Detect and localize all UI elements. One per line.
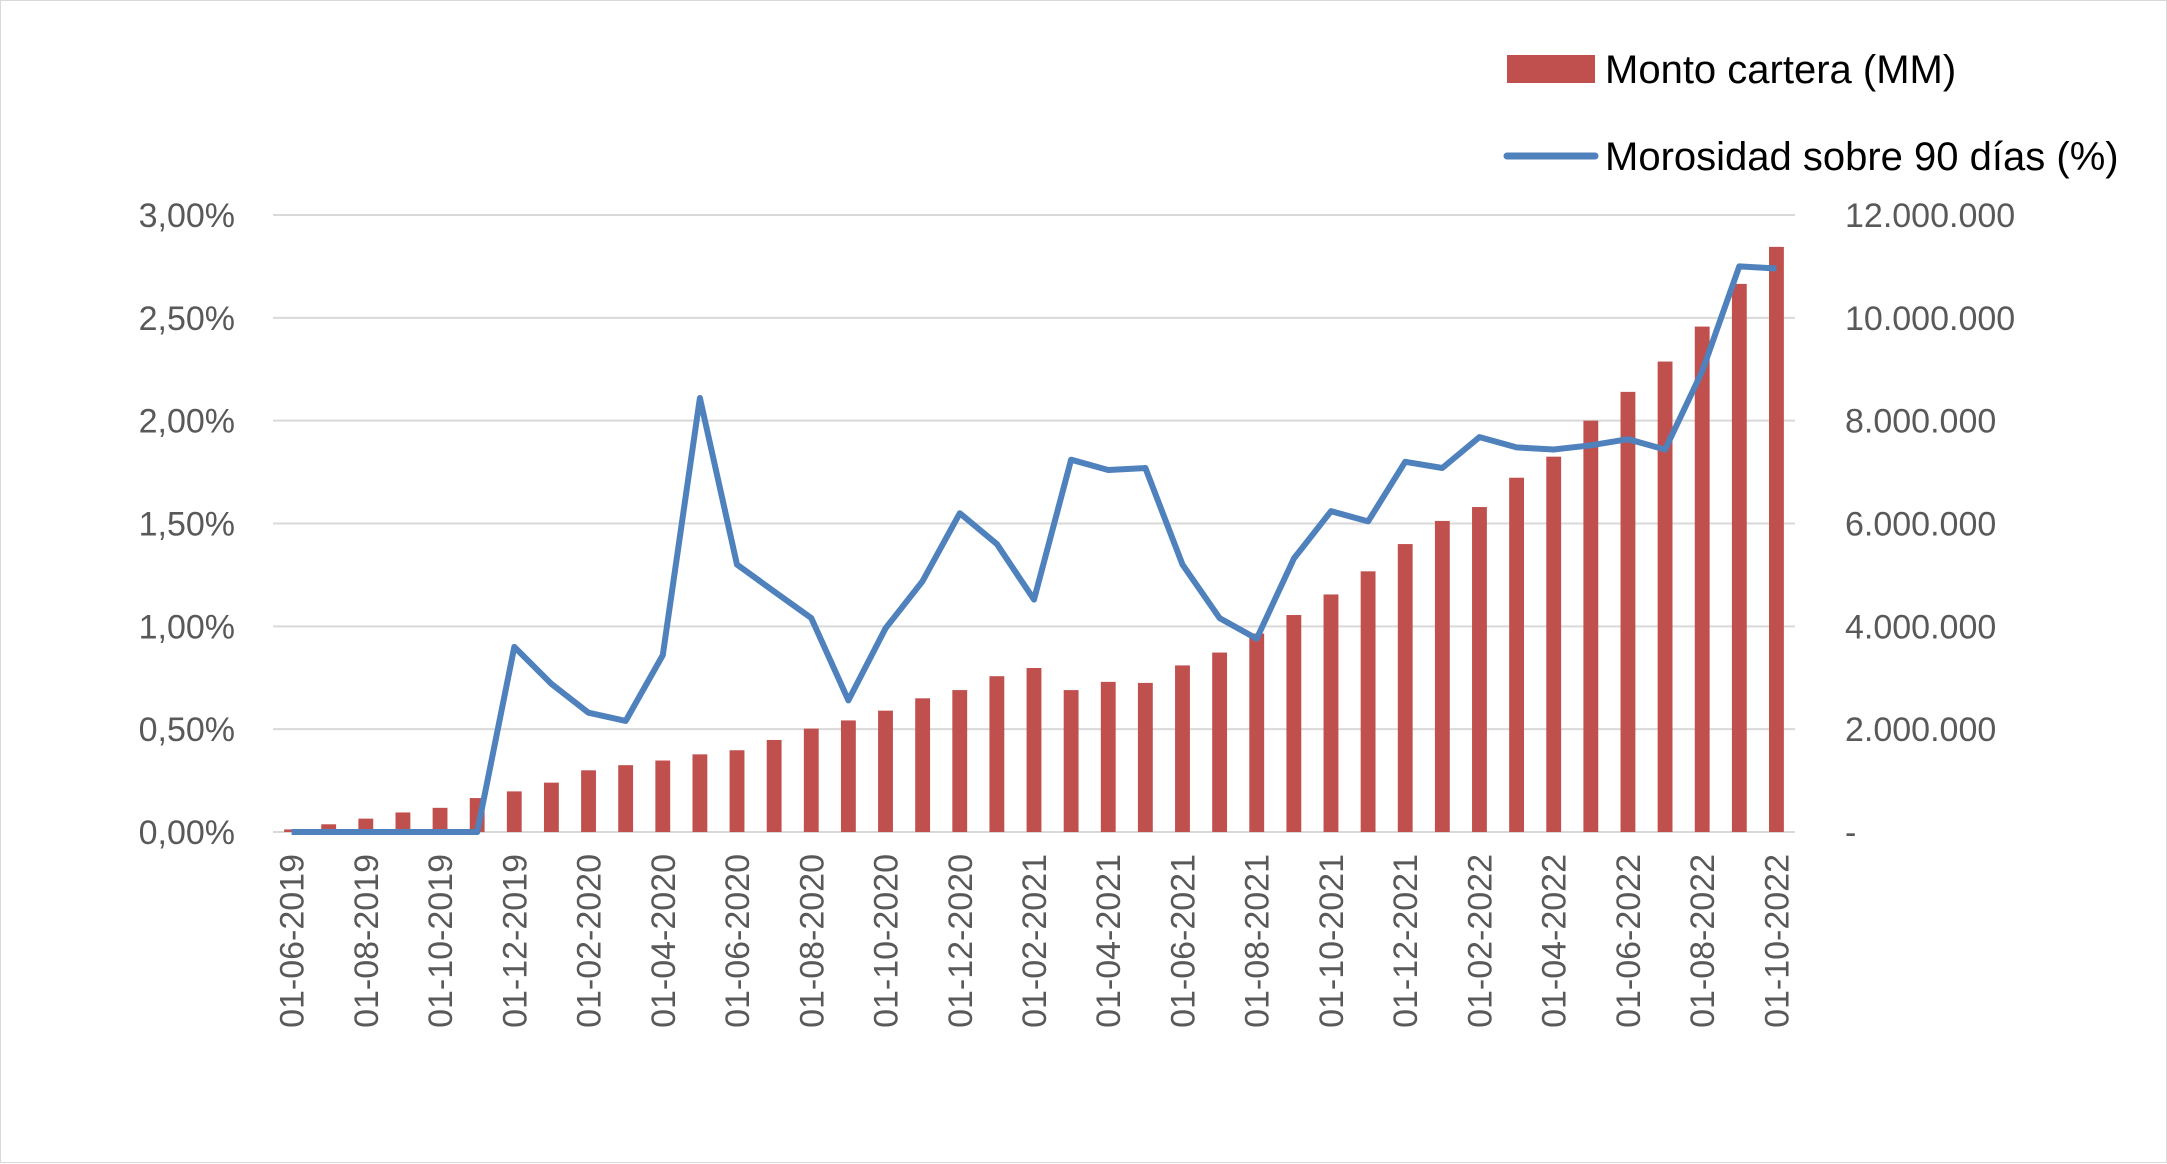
y-right-tick-label: 10.000.000 xyxy=(1845,300,2015,338)
legend-swatch-monto-cartera xyxy=(1507,55,1595,83)
bar xyxy=(1063,690,1079,832)
bar xyxy=(581,770,596,832)
bar xyxy=(1583,420,1599,832)
bar xyxy=(1323,594,1339,832)
bar xyxy=(395,812,411,832)
bar xyxy=(1509,477,1525,832)
bar xyxy=(1175,665,1190,832)
y-left-tick-label: 1,50% xyxy=(139,506,235,544)
bar xyxy=(1100,681,1116,832)
bar xyxy=(1546,456,1562,832)
bar xyxy=(1731,283,1747,833)
x-tick-label: 01-06-2021 xyxy=(1164,854,1202,1028)
x-tick-label: 01-10-2022 xyxy=(1758,854,1796,1028)
x-tick-label: 01-12-2019 xyxy=(496,854,534,1028)
bar xyxy=(284,829,299,832)
x-tick-label: 01-04-2022 xyxy=(1536,854,1574,1028)
x-tick-label: 01-02-2020 xyxy=(571,854,609,1028)
y-left-tick-label: 0,50% xyxy=(139,711,235,749)
bar xyxy=(618,765,634,832)
y-left-tick-label: 3,00% xyxy=(139,197,235,235)
y-left-tick-label: 0,00% xyxy=(139,814,235,852)
x-axis: 01-06-2019 01-08-2019 01-10-2019 01-12-2019… xyxy=(274,854,1797,1028)
x-tick-label: 01-04-2020 xyxy=(645,854,683,1028)
bar xyxy=(840,720,856,832)
bar xyxy=(878,710,893,832)
x-tick-label: 01-10-2021 xyxy=(1313,854,1351,1028)
y-left-tick-label: 2,50% xyxy=(139,300,235,338)
y-left-tick-label: 2,00% xyxy=(139,403,235,441)
bar xyxy=(989,676,1005,832)
gridlines xyxy=(273,214,1795,833)
bar xyxy=(1397,544,1413,832)
x-tick-label: 01-12-2021 xyxy=(1387,854,1425,1028)
legend-label-monto-cartera: Monto cartera (MM) xyxy=(1605,48,1956,92)
legend-label-morosidad: Morosidad sobre 90 días (%) xyxy=(1605,135,2119,179)
x-tick-label: 01-10-2020 xyxy=(868,854,906,1028)
y-right-tick-label: - xyxy=(1845,814,1856,852)
bar xyxy=(1286,615,1302,832)
x-tick-label: 01-04-2021 xyxy=(1090,854,1128,1028)
x-tick-label: 01-06-2020 xyxy=(719,854,757,1028)
y-right-tick-label: 4.000.000 xyxy=(1845,608,1996,646)
y-right-tick-label: 8.000.000 xyxy=(1845,403,1996,441)
y-axis-right: - 2.000.000 4.000.000 6.000.000 8.000.000 10.… xyxy=(1845,197,2015,852)
y-axis-left: 0,00% 0,50% 1,00% 1,50% 2,00% 2,50% 3,00% xyxy=(139,197,235,852)
y-left-tick-label: 1,00% xyxy=(139,608,235,646)
bar xyxy=(692,754,708,832)
bar xyxy=(1026,667,1042,832)
bar xyxy=(915,698,931,832)
x-tick-label: 01-10-2019 xyxy=(422,854,460,1028)
x-tick-label: 01-06-2022 xyxy=(1610,854,1648,1028)
bar xyxy=(1620,391,1636,832)
bar xyxy=(1657,361,1673,832)
bar xyxy=(655,760,671,832)
y-right-tick-label: 12.000.000 xyxy=(1845,197,2015,235)
bar xyxy=(1694,326,1710,832)
y-right-tick-label: 6.000.000 xyxy=(1845,506,1996,544)
x-tick-label: 01-06-2019 xyxy=(274,854,312,1028)
bar xyxy=(1472,507,1487,832)
x-tick-label: 01-08-2021 xyxy=(1239,854,1277,1028)
bar xyxy=(506,791,522,832)
bar xyxy=(952,690,968,832)
x-tick-label: 01-02-2021 xyxy=(1016,854,1054,1028)
x-tick-label: 01-08-2020 xyxy=(793,854,831,1028)
bar xyxy=(321,824,337,832)
x-tick-label: 01-02-2022 xyxy=(1461,854,1499,1028)
bar xyxy=(1249,633,1265,832)
legend: Monto cartera (MM) Morosidad sobre 90 dí… xyxy=(1503,48,2119,179)
y-right-tick-label: 2.000.000 xyxy=(1845,711,1996,749)
bar xyxy=(729,750,745,832)
bar xyxy=(1434,520,1450,832)
bar xyxy=(766,739,782,832)
bar-series-monto-cartera xyxy=(284,246,1784,833)
x-tick-label: 01-08-2022 xyxy=(1684,854,1722,1028)
bar xyxy=(803,728,819,832)
x-tick-label: 01-12-2020 xyxy=(942,854,980,1028)
bar xyxy=(1212,652,1228,832)
line-series-morosidad xyxy=(291,263,1777,835)
bar xyxy=(432,807,448,832)
bar xyxy=(543,782,559,832)
line-morosidad xyxy=(291,263,1777,835)
x-tick-label: 01-08-2019 xyxy=(348,854,386,1028)
bar xyxy=(1360,571,1376,832)
bar xyxy=(358,818,374,832)
bar xyxy=(1137,682,1153,832)
bar xyxy=(1769,246,1784,833)
